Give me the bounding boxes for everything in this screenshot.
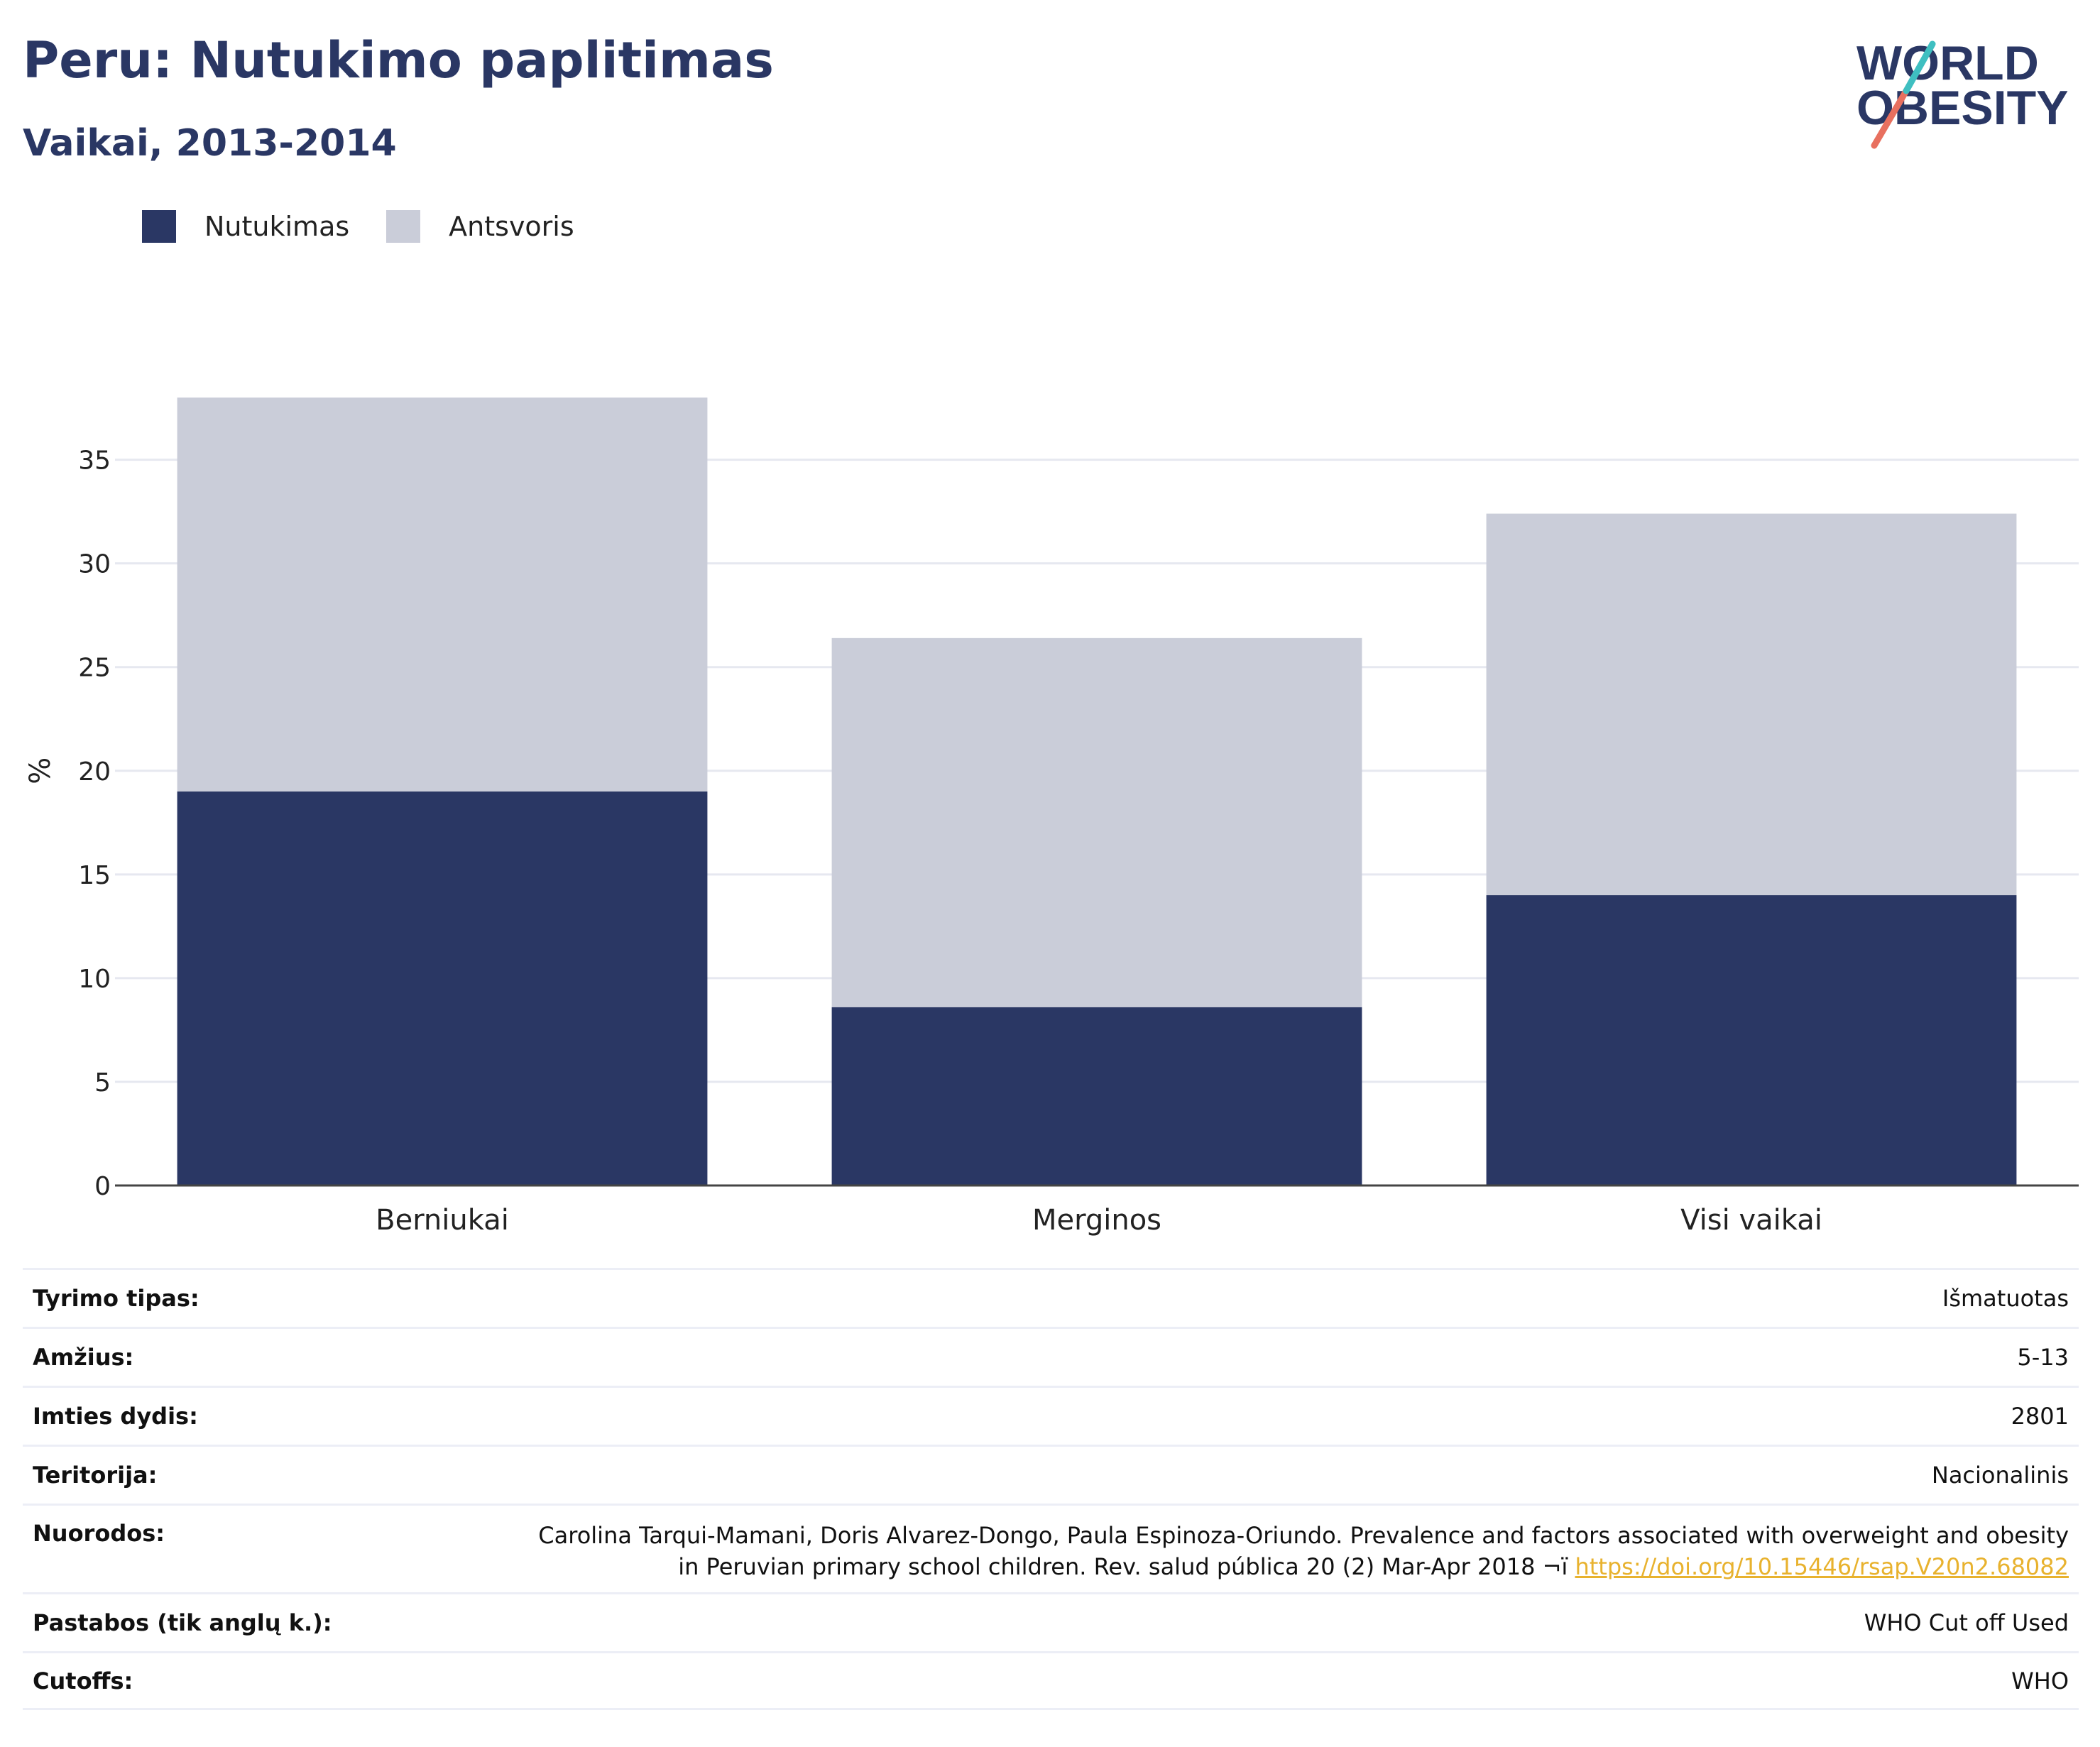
bar-overweight xyxy=(831,637,1362,1007)
x-tick-label: Merginos xyxy=(1032,1204,1161,1237)
info-label: Amžius: xyxy=(33,1344,134,1371)
y-axis-label: % xyxy=(24,757,57,784)
chart-subtitle: Vaikai, 2013-2014 xyxy=(23,122,397,165)
info-value: 2801 xyxy=(2011,1403,2069,1430)
legend-label-obesity: Nutukimas xyxy=(204,211,350,242)
info-row-sample-size: Imties dydis: 2801 xyxy=(23,1386,2079,1445)
info-row-references: Nuorodos: Carolina Tarqui-Mamani, Doris … xyxy=(23,1504,2079,1592)
bar-obesity xyxy=(831,1007,1362,1185)
info-row-territory: Teritorija: Nacionalinis xyxy=(23,1445,2079,1504)
x-tick-label: Berniukai xyxy=(376,1204,509,1237)
legend-swatch-obesity xyxy=(142,210,176,243)
bar-overweight xyxy=(177,398,708,792)
info-row-notes: Pastabos (tik anglų k.): WHO Cut off Use… xyxy=(23,1592,2079,1651)
y-tick-label: 25 xyxy=(78,654,111,683)
info-value: Nacionalinis xyxy=(1931,1462,2069,1489)
legend-item-obesity[interactable]: Nutukimas xyxy=(142,210,349,243)
logo-text-obesity: OBESITY xyxy=(1856,81,2069,135)
info-label: Nuorodos: xyxy=(33,1520,165,1547)
reference-line-2: in Peruvian primary school children. Rev… xyxy=(678,1553,1575,1580)
bar-obesity xyxy=(177,792,708,1185)
info-value: 5-13 xyxy=(2017,1344,2069,1371)
world-obesity-logo: WORLD OBESITY xyxy=(1856,36,2069,149)
info-value: Išmatuotas xyxy=(1942,1285,2069,1312)
reference-doi-link[interactable]: https://doi.org/10.15446/rsap.V20n2.6808… xyxy=(1575,1553,2069,1580)
info-table: Tyrimo tipas: Išmatuotas Amžius: 5-13 Im… xyxy=(23,1268,2079,1710)
info-value-references: Carolina Tarqui-Mamani, Doris Alvarez-Do… xyxy=(538,1520,2069,1582)
info-row-age: Amžius: 5-13 xyxy=(23,1327,2079,1386)
info-value: WHO xyxy=(2011,1667,2069,1694)
bar-chart: 0 5 10 15 20 25 30 35% Berniukai Merginos Visi vai… xyxy=(24,398,2079,1237)
legend: Nutukimas Antsvoris xyxy=(142,210,611,243)
info-value: WHO Cut off Used xyxy=(1864,1609,2069,1636)
y-tick-label: 20 xyxy=(78,757,111,787)
info-label: Pastabos (tik anglų k.): xyxy=(33,1609,332,1636)
x-tick-label: Visi vaikai xyxy=(1680,1204,1822,1237)
info-row-cutoffs: Cutoffs: WHO xyxy=(23,1651,2079,1710)
info-label: Tyrimo tipas: xyxy=(33,1285,199,1312)
info-label: Imties dydis: xyxy=(33,1403,198,1430)
bar-obesity xyxy=(1486,895,2017,1185)
info-row-survey-type: Tyrimo tipas: Išmatuotas xyxy=(23,1268,2079,1327)
info-label: Teritorija: xyxy=(33,1462,158,1489)
info-label: Cutoffs: xyxy=(33,1667,133,1694)
logo-slash-red xyxy=(1871,87,1910,149)
bar-overweight xyxy=(1486,513,2017,896)
y-tick-label: 30 xyxy=(78,550,111,579)
y-tick-label: 0 xyxy=(94,1172,111,1201)
y-tick-label: 10 xyxy=(78,965,111,994)
logo-text-world: WORLD xyxy=(1856,36,2039,90)
logo-slash-teal xyxy=(1903,40,1936,94)
reference-line-1: Carolina Tarqui-Mamani, Doris Alvarez-Do… xyxy=(538,1522,2069,1549)
legend-swatch-overweight xyxy=(386,210,421,243)
legend-label-overweight: Antsvoris xyxy=(449,211,574,242)
legend-item-overweight[interactable]: Antsvoris xyxy=(386,210,574,243)
y-tick-label: 15 xyxy=(78,861,111,890)
y-tick-label: 5 xyxy=(94,1068,111,1097)
y-tick-label: 35 xyxy=(78,447,111,476)
chart-title: Peru: Nutukimo paplitimas xyxy=(23,31,774,89)
